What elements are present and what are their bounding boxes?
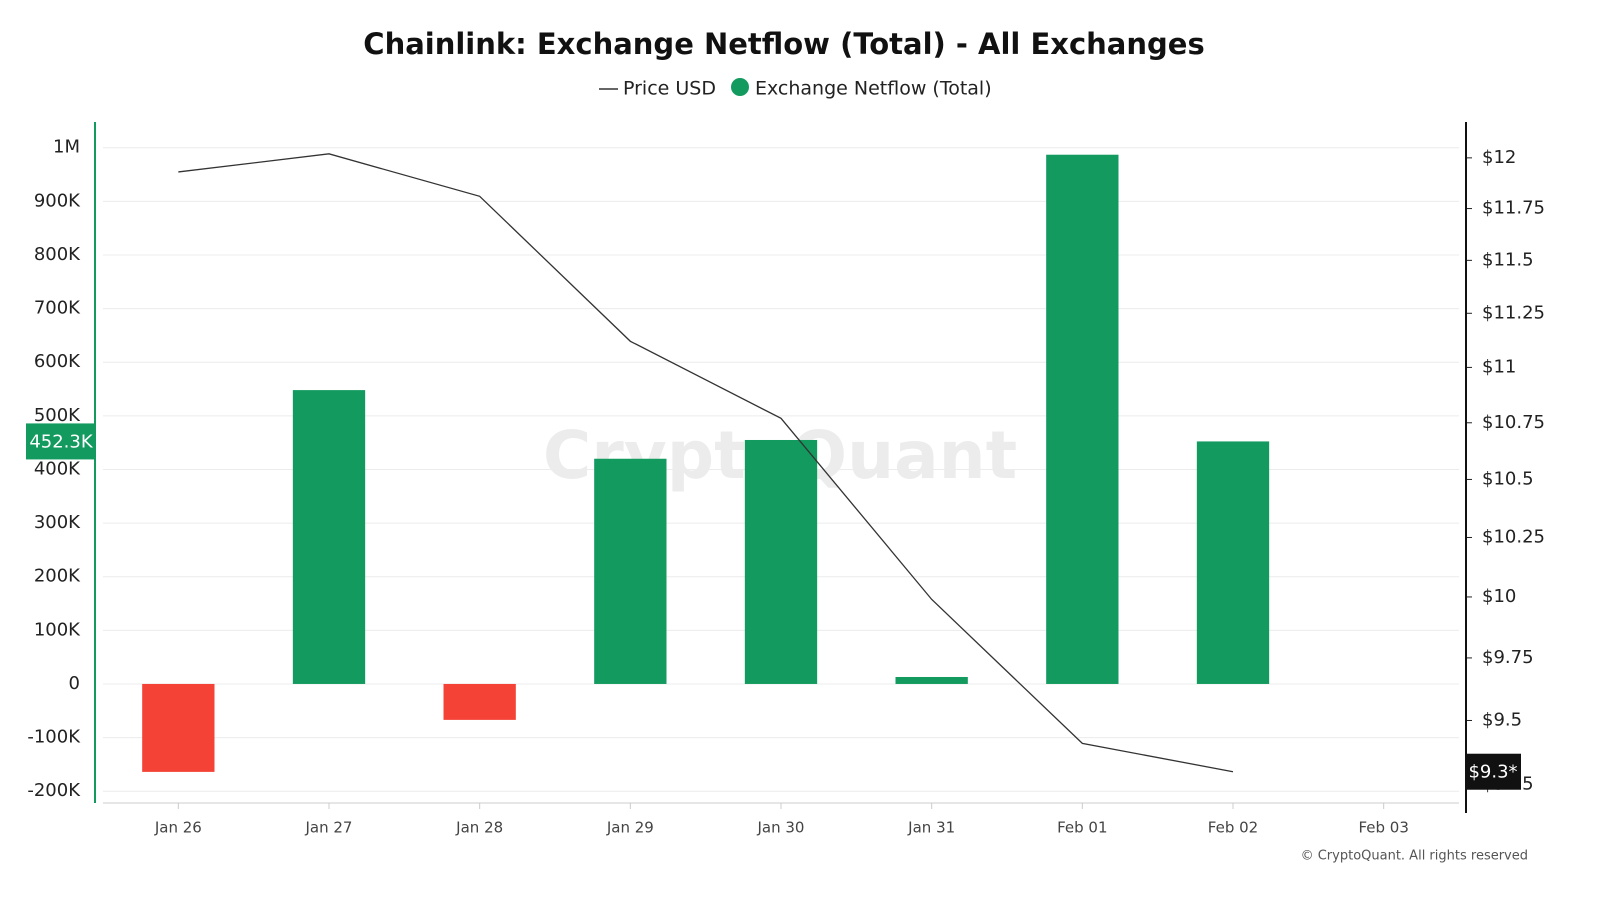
y2-tick-label: $9.5 [1482, 709, 1522, 730]
bar [142, 683, 215, 772]
y2-tick-label: $10.25 [1482, 526, 1545, 547]
bar [292, 390, 366, 684]
bar [895, 676, 968, 684]
y-tick-label: -100K [27, 727, 81, 748]
y-tick-label: 200K [34, 566, 81, 587]
x-tick-label: Feb 03 [1358, 819, 1408, 837]
y-tick-label: 900K [34, 190, 81, 211]
x-tick-label: Jan 31 [907, 819, 955, 837]
bar [1196, 441, 1270, 684]
y2-tick-label: $10 [1482, 586, 1516, 607]
x-tick-label: Feb 01 [1057, 819, 1107, 837]
legend-label: Exchange Netflow (Total) [755, 78, 992, 100]
price-line [178, 153, 1234, 773]
bar [594, 458, 667, 684]
x-tick-label: Jan 27 [305, 819, 353, 837]
legend: Price USD Exchange Netflow (Total) [599, 78, 992, 100]
y2-tick-label: $11.75 [1482, 198, 1545, 219]
value-badge-label: 452.3K [29, 431, 94, 452]
y2-tick-label: $11 [1482, 356, 1516, 377]
chart-title: Chainlink: Exchange Netflow (Total) - Al… [363, 27, 1204, 61]
y-tick-label: -200K [27, 780, 81, 801]
y-tick-label: 0 [69, 673, 80, 694]
x-tick-label: Jan 26 [154, 819, 202, 837]
bar [1046, 154, 1119, 684]
y-tick-label: 100K [34, 619, 81, 640]
y-tick-label: 800K [34, 244, 81, 265]
x-tick-label: Jan 28 [455, 819, 503, 837]
value-badge-label: $9.3* [1468, 762, 1517, 783]
legend-label: Price USD [623, 78, 716, 100]
footer: © CryptoQuant. All rights reserved [1301, 849, 1528, 864]
y-tick-label: 600K [34, 351, 81, 372]
y2-tick-label: $12 [1482, 147, 1516, 168]
x-tick-label: Jan 30 [757, 819, 805, 837]
value-badge [1466, 753, 1521, 790]
y-tick-label: 400K [34, 458, 81, 479]
y-tick-label: 1M [53, 137, 80, 158]
y2-tick-label: $10.5 [1482, 468, 1534, 489]
y2-tick-label: $9.75 [1482, 647, 1534, 668]
y2-tick-label: $11.25 [1482, 302, 1545, 323]
legend-dot-icon [731, 78, 749, 96]
y2-tick-label: $10.75 [1482, 412, 1545, 433]
x-tick-label: Jan 29 [606, 819, 654, 837]
y-tick-label: 500K [34, 405, 81, 426]
y2-tick-label: $11.5 [1482, 249, 1534, 270]
bar [744, 439, 818, 684]
y-tick-label: 700K [34, 298, 81, 319]
y-tick-label: 300K [34, 512, 81, 533]
x-tick-label: Feb 02 [1208, 819, 1258, 837]
value-badge [26, 423, 95, 460]
bar [443, 683, 516, 720]
